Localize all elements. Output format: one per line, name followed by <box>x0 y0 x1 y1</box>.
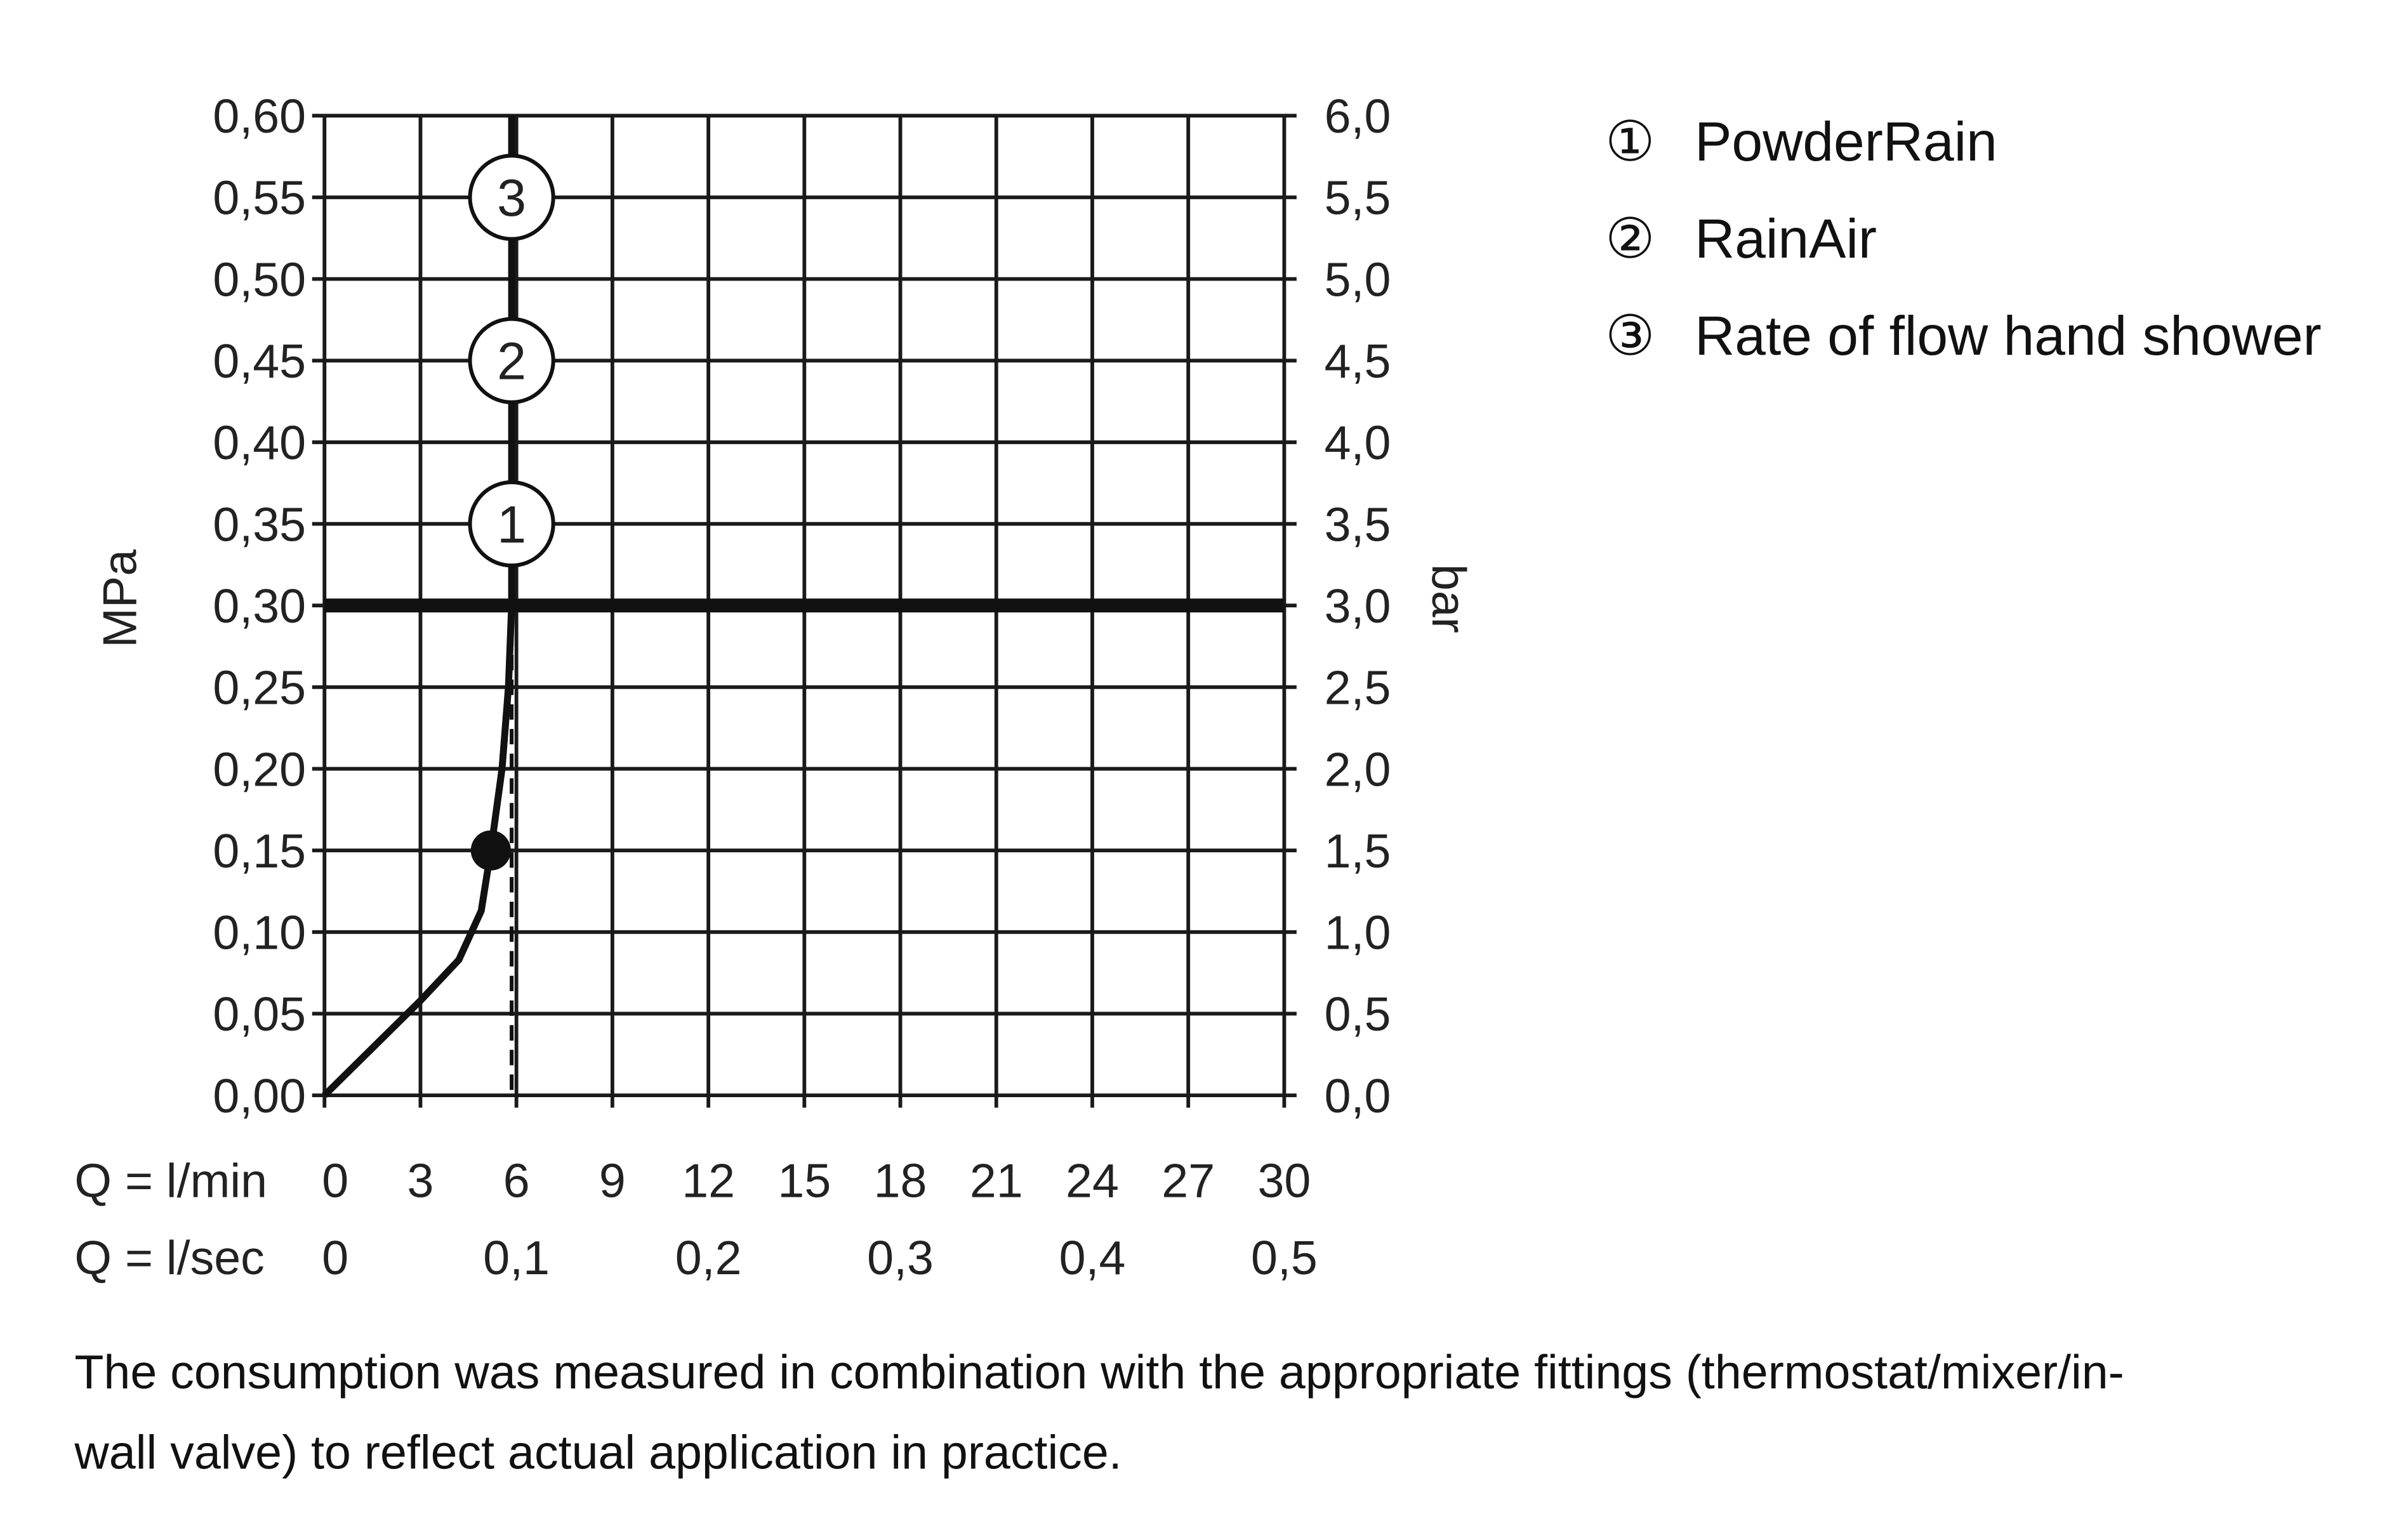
x-tick-label-lsec: 0,4 <box>1059 1231 1126 1284</box>
x-tick-label-lmin: 24 <box>1066 1154 1119 1208</box>
marks: 1 2 3 <box>322 115 1285 1098</box>
curve-marker-circle <box>468 154 555 241</box>
curve-marker-label: 3 <box>497 168 526 227</box>
y-tick-label-right: 0,0 <box>1325 1069 1391 1123</box>
y-tick-label-left: 0,25 <box>213 661 306 715</box>
y-tick-label-right: 4,0 <box>1325 416 1391 470</box>
x-tick-label-lmin: 27 <box>1161 1154 1215 1208</box>
curve-marker-circle <box>468 480 555 568</box>
y-tick-label-right: 3,0 <box>1325 579 1391 633</box>
x-axis-label-lmin: Q = l/min <box>74 1154 267 1208</box>
legend: ① PowderRain ② RainAir ③ Rate of flow ha… <box>1605 110 2322 367</box>
y-tick-label-right: 5,5 <box>1325 171 1391 225</box>
y-tick-label-left: 0,20 <box>213 742 306 796</box>
y-axis-label-right: bar <box>1422 564 1476 633</box>
legend-symbol: ③ <box>1605 305 1655 367</box>
y-tick-label-right: 6,0 <box>1325 89 1391 143</box>
legend-label: PowderRain <box>1695 110 1997 173</box>
y-tick-label-left: 0,50 <box>213 253 306 306</box>
x-tick-label-lmin: 18 <box>874 1154 927 1208</box>
x-tick-label-lsec: 0,2 <box>675 1231 742 1284</box>
x-axis-label-lsec: Q = l/sec <box>74 1231 264 1284</box>
marked-point <box>470 830 511 871</box>
legend-symbol: ② <box>1605 208 1655 270</box>
x-tick-label-lsec: 0,5 <box>1251 1231 1318 1284</box>
y-tick-label-left: 0,40 <box>213 416 306 470</box>
y-tick-label-left: 0,00 <box>213 1069 306 1123</box>
curve-marker-label: 1 <box>497 495 526 554</box>
legend-symbol: ① <box>1605 110 1655 173</box>
tick-labels: 0,00 0,00,05 0,50,10 1,00,15 1,50,20 2,00,25 2… <box>213 89 1391 1284</box>
x-tick-label-lsec: 0 <box>322 1231 348 1284</box>
footnote-line: The consumption was measured in combinat… <box>74 1345 2124 1399</box>
curve-marker-label: 2 <box>497 331 526 390</box>
y-axis-label-left: MPa <box>93 550 147 648</box>
x-tick-label-lmin: 12 <box>682 1154 735 1208</box>
x-tick-label-lmin: 30 <box>1258 1154 1311 1208</box>
y-tick-label-right: 3,5 <box>1325 497 1391 551</box>
y-tick-label-right: 4,5 <box>1325 334 1391 388</box>
y-tick-label-right: 0,5 <box>1325 987 1391 1041</box>
y-tick-label-right: 2,0 <box>1325 742 1391 796</box>
x-tick-label-lmin: 15 <box>777 1154 831 1208</box>
x-tick-label-lmin: 6 <box>503 1154 530 1208</box>
footnote-line: wall valve) to reflect actual applicatio… <box>74 1425 1121 1479</box>
x-tick-label-lsec: 0,3 <box>867 1231 934 1284</box>
y-tick-label-right: 1,0 <box>1325 906 1391 959</box>
y-tick-label-left: 0,45 <box>213 334 306 388</box>
x-tick-label-lmin: 3 <box>407 1154 433 1208</box>
y-tick-label-left: 0,60 <box>213 89 306 143</box>
y-tick-label-right: 5,0 <box>1325 253 1391 306</box>
y-tick-label-left: 0,55 <box>213 171 306 225</box>
y-tick-label-left: 0,05 <box>213 987 306 1041</box>
y-tick-label-left: 0,35 <box>213 497 306 551</box>
legend-label: Rate of flow hand shower <box>1695 305 2322 367</box>
x-tick-label-lmin: 9 <box>599 1154 626 1208</box>
x-tick-label-lmin: 0 <box>322 1154 348 1208</box>
y-tick-label-left: 0,10 <box>213 906 306 959</box>
x-tick-label-lmin: 21 <box>970 1154 1023 1208</box>
curve-marker-circle <box>468 317 555 404</box>
x-tick-label-lsec: 0,1 <box>483 1231 550 1284</box>
y-tick-label-left: 0,15 <box>213 824 306 878</box>
y-tick-label-right: 2,5 <box>1325 661 1391 715</box>
y-tick-label-left: 0,30 <box>213 579 306 633</box>
legend-label: RainAir <box>1695 208 1877 270</box>
y-tick-label-right: 1,5 <box>1325 824 1391 878</box>
